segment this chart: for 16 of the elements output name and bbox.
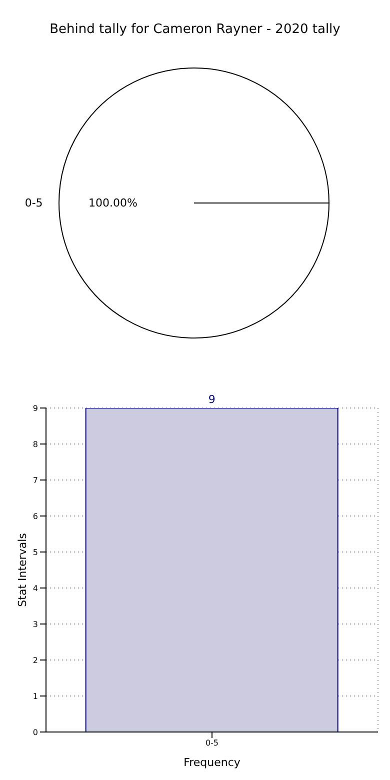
- y-tick-label: 8: [32, 440, 38, 449]
- data-label: 9: [208, 393, 216, 406]
- y-axis-title: Stat Intervals: [16, 532, 29, 607]
- x-axis-title: Frequency: [184, 756, 241, 769]
- chart-title: Behind tally for Cameron Rayner - 2020 tally: [48, 22, 342, 37]
- y-tick-label: 0: [32, 728, 38, 737]
- y-tick-label: 5: [32, 548, 38, 557]
- y-tick-label: 1: [32, 692, 38, 701]
- y-tick-label: 3: [32, 620, 38, 629]
- y-tick-label: 6: [32, 512, 38, 521]
- y-tick-label: 4: [32, 584, 38, 593]
- y-tick-label: 7: [32, 476, 38, 485]
- data-label: 100.00%: [88, 196, 138, 210]
- y-tick-label: 9: [32, 404, 38, 413]
- slice-label: 0-5: [24, 196, 43, 210]
- y-tick-label: 2: [32, 656, 38, 665]
